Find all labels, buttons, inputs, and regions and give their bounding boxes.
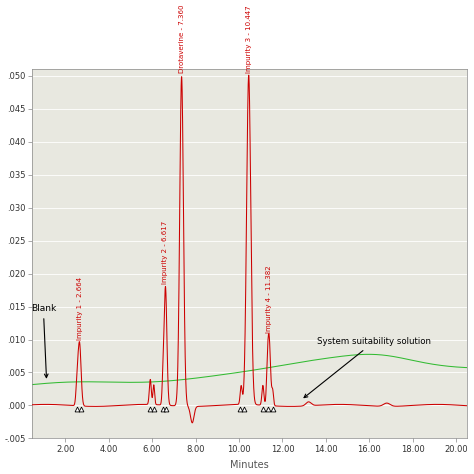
Text: System suitability solution: System suitability solution bbox=[304, 337, 431, 398]
Text: Drotaverine - 7.360: Drotaverine - 7.360 bbox=[179, 4, 184, 73]
Text: Impurity 2 - 6.617: Impurity 2 - 6.617 bbox=[163, 220, 168, 283]
Text: Impurity 4 - 11.382: Impurity 4 - 11.382 bbox=[266, 265, 272, 333]
Text: Impurity 1 - 2.664: Impurity 1 - 2.664 bbox=[76, 276, 82, 339]
Text: Impurity 3 - 10.447: Impurity 3 - 10.447 bbox=[246, 5, 252, 73]
Text: Blank: Blank bbox=[31, 304, 56, 378]
X-axis label: Minutes: Minutes bbox=[230, 460, 269, 470]
